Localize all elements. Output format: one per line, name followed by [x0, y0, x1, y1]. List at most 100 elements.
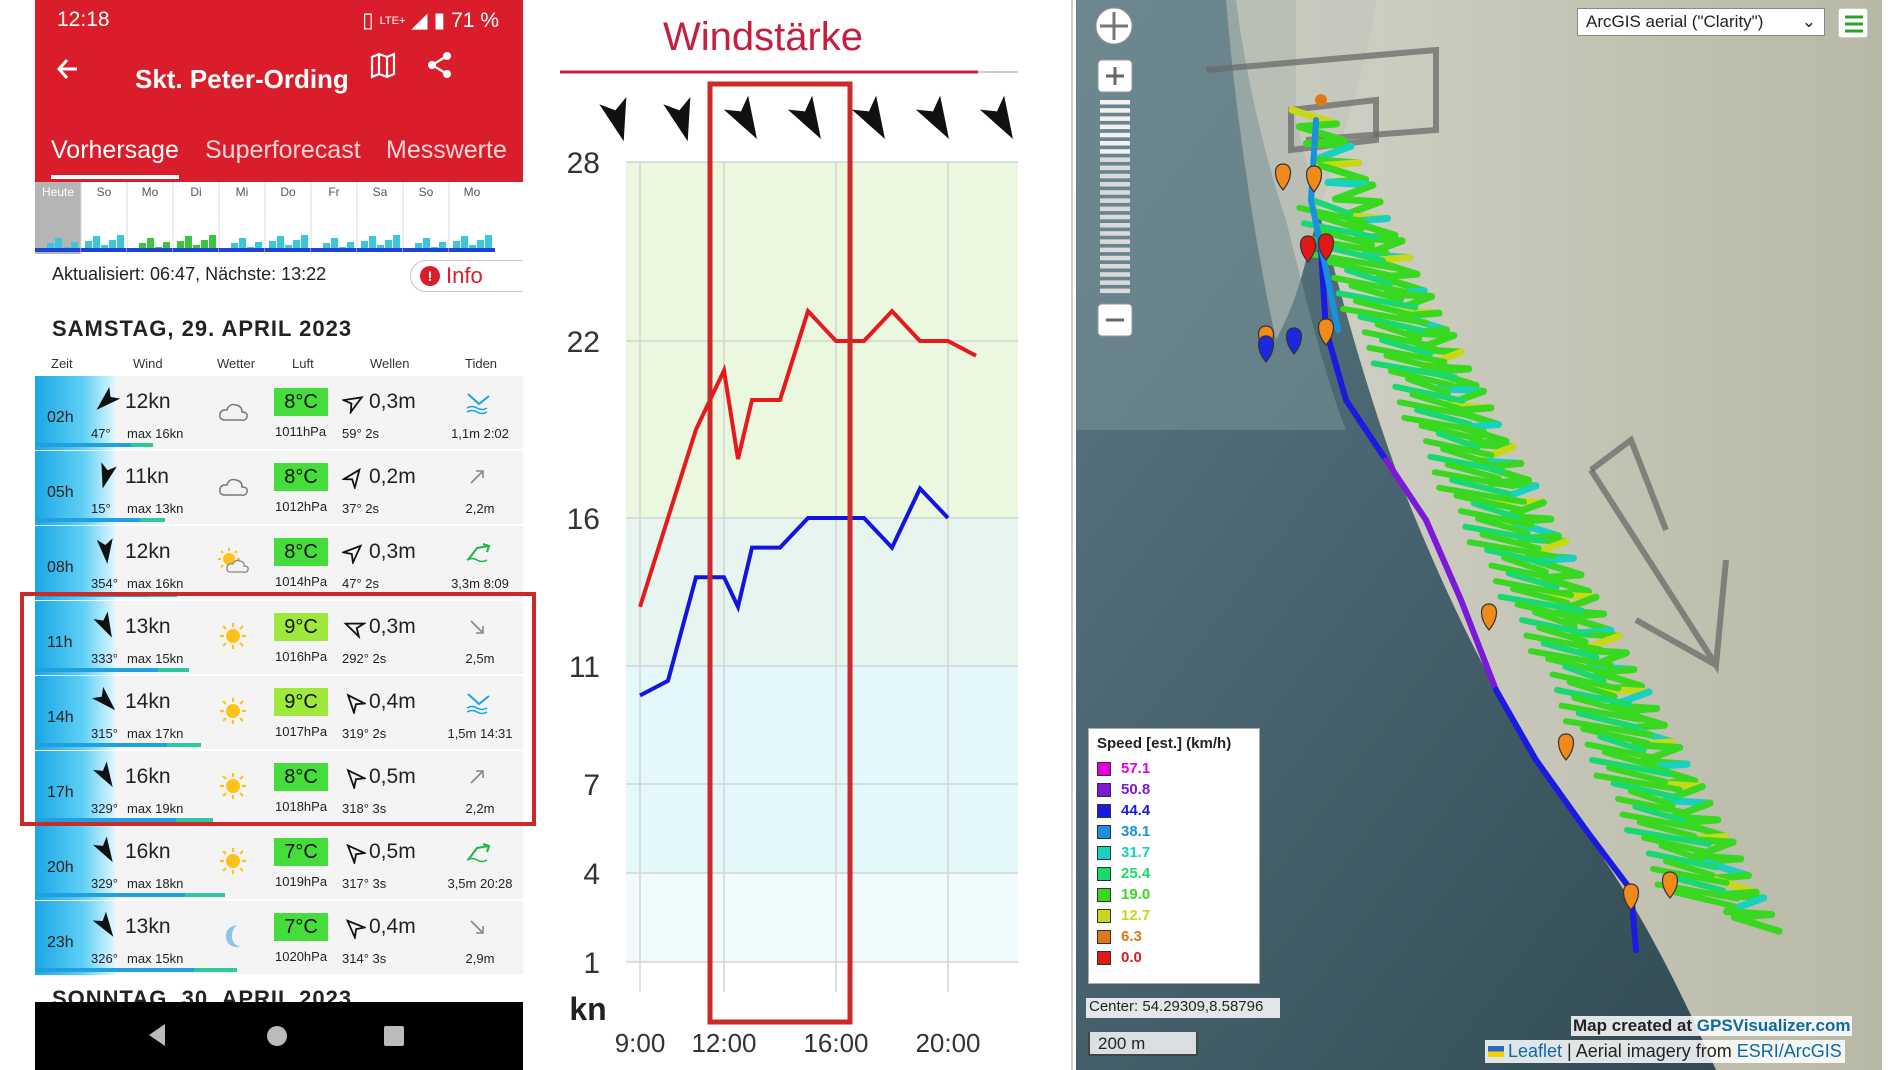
gps-track — [1288, 94, 1783, 953]
esri-link[interactable]: ESRI/ArcGIS — [1736, 1041, 1842, 1061]
x-tick-label: 12:00 — [691, 1028, 756, 1058]
waypoint-marker-icon[interactable] — [1622, 883, 1640, 911]
air-temperature: 8°C — [274, 538, 328, 566]
zoom-tick — [1100, 157, 1130, 162]
day-wind-bar — [393, 235, 400, 250]
day-wind-bar — [139, 243, 146, 250]
waypoint-marker-icon[interactable] — [1661, 871, 1679, 899]
waypoint-marker-icon[interactable] — [1480, 603, 1498, 631]
track-segment — [1593, 772, 1683, 793]
track-segment — [1562, 718, 1654, 739]
update-info: Aktualisiert: 06:47, Nächste: 13:22 ! In… — [35, 254, 523, 294]
tab-superforecast[interactable]: Superforecast — [205, 136, 361, 164]
day-label[interactable]: Mi — [236, 185, 249, 199]
day-label[interactable]: Heute — [42, 185, 74, 199]
track-segment — [1322, 243, 1386, 264]
share-icon[interactable] — [425, 50, 455, 80]
wave-direction: 59° — [342, 426, 362, 441]
wind-arrow-icon — [91, 686, 116, 711]
track-segment — [1527, 648, 1614, 669]
waypoint-marker-icon[interactable] — [1317, 318, 1335, 346]
day-label[interactable]: So — [419, 185, 434, 199]
day-overview-chart: Heute So Mo Di Mi Do Fr Sa So Mo — [35, 182, 495, 254]
waypoint-marker-icon[interactable] — [1257, 335, 1275, 363]
weather-moon-icon — [225, 925, 240, 948]
layer-select-value: ArcGIS aerial ("Clarity") — [1586, 12, 1764, 31]
wind-chart: 1 4 7 11 16 22 28 9:00 12:00 16:00 20:00 kn Windstär… — [548, 0, 1038, 1070]
track-segment — [1435, 430, 1481, 451]
forecast-row[interactable]: 11h 13kn 333° max 15kn 9°C 1016hPa 0,3m 292° 2s… — [35, 601, 523, 675]
wind-max: max 17kn — [127, 726, 184, 741]
wave-direction-icon — [346, 768, 366, 789]
gpsvisualizer-link[interactable]: GPSVisualizer.com — [1696, 1016, 1851, 1035]
forecast-row[interactable]: 05h 11kn 15° max 13kn 8°C 1012hPa 0,2m 37° 2s 2,… — [35, 451, 523, 525]
day-label[interactable]: Do — [280, 185, 296, 199]
map-menu-button[interactable] — [1838, 8, 1868, 38]
leaflet-link[interactable]: Leaflet — [1508, 1041, 1563, 1061]
track-segment — [1589, 757, 1672, 777]
y-tick-label: 16 — [567, 503, 600, 536]
nav-back-icon[interactable] — [145, 1022, 169, 1048]
gust-bar — [131, 443, 153, 447]
layer-select[interactable]: ArcGIS aerial ("Clarity") ⌄ — [1577, 8, 1825, 36]
track-segment — [1383, 352, 1444, 373]
wave-info: 59° 2s — [342, 426, 379, 441]
forecast-row[interactable]: 23h 13kn 326° max 15kn 7°C 1020hPa 0,4m 314° 3s… — [35, 901, 523, 975]
track-segment — [1554, 687, 1632, 707]
day-label[interactable]: Fr — [328, 185, 339, 199]
info-button[interactable]: ! Info — [410, 260, 523, 292]
x-tick-label: 9:00 — [615, 1028, 666, 1058]
y-tick-label: 11 — [569, 651, 600, 684]
forecast-row[interactable]: 17h 16kn 329° max 19kn 8°C 1018hPa 0,5m 318° 3s… — [35, 751, 523, 825]
aerial-map[interactable] — [1076, 0, 1882, 1070]
zoom-slider[interactable] — [1100, 100, 1130, 294]
forecast-row[interactable]: 08h 12kn 354° max 16kn 8°C 1014hPa 0,3m 47° 2s 3… — [35, 526, 523, 600]
zoom-tick — [1100, 100, 1130, 105]
map-icon[interactable] — [368, 50, 398, 80]
waypoint-marker-icon[interactable] — [1557, 733, 1575, 761]
day-label[interactable]: So — [97, 185, 112, 199]
day-overview-strip[interactable]: Heute So Mo Di Mi Do Fr Sa So Mo — [35, 182, 523, 254]
waypoint-marker-icon[interactable] — [1299, 235, 1317, 263]
waypoint-marker-icon[interactable] — [1317, 233, 1335, 261]
air-pressure: 1016hPa — [275, 649, 328, 664]
zoom-tick — [1100, 124, 1130, 130]
wind-degree: 47° — [91, 426, 111, 441]
air-temperature: 7°C — [274, 913, 328, 941]
day-label[interactable]: Mo — [142, 185, 159, 199]
gps-track-map[interactable] — [1076, 0, 1882, 1070]
track-segment — [1335, 290, 1419, 311]
nav-recents-icon[interactable] — [383, 1025, 405, 1047]
waypoint-marker-icon[interactable] — [1274, 163, 1292, 191]
tide-high-icon — [466, 843, 491, 863]
weather-sun-icon — [220, 698, 246, 724]
track-segment — [1405, 375, 1452, 396]
tab-vorhersage[interactable]: Vorhersage — [51, 136, 179, 179]
wind-speed: 16kn — [125, 840, 171, 863]
waypoint-marker-icon[interactable] — [1285, 327, 1303, 355]
row-hour: 11h — [35, 601, 115, 675]
tab-messwerte[interactable]: Messwerte — [386, 136, 507, 164]
day-base-bar — [219, 248, 265, 252]
waypoint-marker-icon[interactable] — [1305, 165, 1323, 193]
forecast-row[interactable]: 20h 16kn 329° max 18kn 7°C 1019hPa 0,5m 317° 3s… — [35, 826, 523, 900]
legend-value: 25.4 — [1121, 865, 1151, 882]
wind-bar — [35, 968, 194, 972]
day-label[interactable]: Mo — [464, 185, 481, 199]
info-icon: ! — [420, 266, 440, 286]
back-arrow-icon[interactable] — [53, 54, 83, 84]
day-wind-bar — [163, 242, 170, 250]
forecast-row[interactable]: 02h 12kn 47° max 16kn 8°C 1011hPa 0,3m 59° 2s 1,… — [35, 376, 523, 450]
day-label[interactable]: Di — [190, 185, 201, 199]
day-wind-bar — [177, 241, 184, 250]
forecast-row[interactable]: 14h 14kn 315° max 17kn 9°C 1017hPa 0,4m 319° 2s… — [35, 676, 523, 750]
weather-sun-icon — [220, 773, 246, 799]
tide-rising-icon — [470, 770, 484, 784]
day-label[interactable]: Sa — [373, 185, 388, 199]
nav-home-icon[interactable] — [265, 1024, 289, 1048]
legend-value: 19.0 — [1121, 886, 1151, 903]
wave-direction-icon — [343, 622, 366, 639]
hamburger-icon — [1845, 15, 1863, 33]
zoom-tick — [1100, 116, 1130, 121]
track-segment — [1423, 517, 1464, 603]
